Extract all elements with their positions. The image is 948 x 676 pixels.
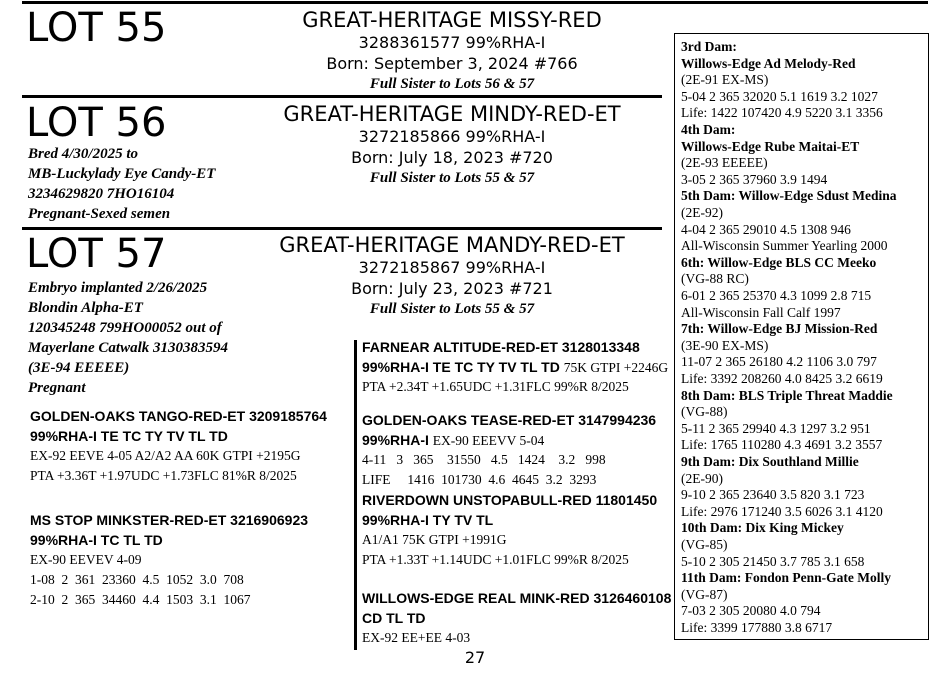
dam-heading: 9th Dam: Dix Southland Millie	[681, 454, 859, 469]
sire-detail: LIFE 1416 101730 4.6 4645 3.2 3293	[362, 472, 597, 487]
sire-heading: GOLDEN-OAKS TANGO-RED-ET 3209185764	[30, 408, 327, 424]
dam-detail: Life: 1765 110280 4.3 4691 3.2 3557	[681, 437, 883, 453]
dam-heading: Willows-Edge Rube Maitai-ET	[681, 138, 860, 154]
registration: 3288361577 99%RHA-I	[358, 33, 546, 52]
dam-detail: 9-10 2 365 23640 3.5 820 3.1 723	[681, 487, 865, 503]
lot-detail: (3E-94 EEEEE)	[28, 360, 130, 376]
lot-detail: Embryo implanted 2/26/2025	[28, 280, 208, 296]
sister-note: Full Sister to Lots 56 & 57	[369, 76, 535, 92]
sire-heading: RIVERDOWN UNSTOPABULL-RED 11801450	[362, 492, 658, 508]
dam-detail: Life: 3399 177880 3.8 6717	[681, 620, 833, 635]
dam-heading: 6th: Willow-Edge BLS CC Meeko	[681, 254, 877, 270]
pedigree-bar	[354, 340, 357, 650]
lot-divider	[22, 95, 662, 98]
sire-heading: 99%RHA-I TE TC TY TV TL TD	[30, 428, 228, 444]
dam-heading: Willows-Edge Ad Melody-Red	[681, 55, 856, 71]
dam-detail: (2E-90)	[681, 470, 723, 486]
lot-divider	[22, 227, 662, 230]
dam-detail: 7-03 2 305 20080 4.0 794	[681, 603, 821, 619]
sire-heading: 99%RHA-I TY TV TL	[362, 512, 494, 528]
dam-detail: 11-07 2 365 26180 4.2 1106 3.0 797	[681, 354, 877, 370]
animal-name: GREAT-HERITAGE MANDY-RED-ET	[279, 233, 625, 257]
dam-box	[674, 33, 929, 640]
top-rule	[22, 1, 928, 4]
dam-detail: Life: 3392 208260 4.0 8425 3.2 6619	[681, 371, 883, 386]
sire-detail: EX-90 EEEVV 5-04	[432, 433, 545, 448]
sire-heading: MS STOP MINKSTER-RED-ET 3216906923	[30, 512, 309, 528]
sire-heading: 99%RHA-I TC TL TD	[30, 532, 163, 548]
sire-detail: 2-10 2 365 34460 4.4 1503 3.1 1067	[30, 592, 251, 607]
dam-detail: (VG-87)	[681, 586, 728, 602]
lot-detail: Blondin Alpha-ET	[28, 300, 143, 316]
dam-detail: (2E-92)	[681, 205, 723, 220]
dam-detail: All-Wisconsin Summer Yearling 2000	[681, 238, 888, 254]
sire-heading: 99%RHA-I EX-90 EEEVV 5-04	[362, 432, 545, 448]
lot-detail: MB-Luckylady Eye Candy-ET	[28, 166, 216, 182]
dam-detail: (3E-90 EX-MS)	[681, 337, 769, 353]
lot-detail: 120345248 799HO00052 out of	[28, 320, 222, 336]
dam-detail: (VG-88 RC)	[681, 271, 749, 287]
dam-heading: 4th Dam:	[681, 122, 736, 137]
dam-detail: 5-11 2 365 29940 4.3 1297 3.2 951	[681, 420, 871, 436]
animal-name: GREAT-HERITAGE MISSY-RED	[302, 8, 602, 32]
dam-detail: (2E-93 EEEEE)	[681, 155, 768, 171]
dam-detail: 6-01 2 365 25370 4.3 1099 2.8 715	[681, 288, 872, 303]
dam-heading: 7th: Willow-Edge BJ Mission-Red	[681, 321, 878, 337]
sister-note: Full Sister to Lots 55 & 57	[369, 170, 535, 186]
lot-detail: Mayerlane Catwalk 3130383594	[28, 340, 229, 356]
lot-detail: Pregnant-Sexed semen	[28, 206, 171, 222]
sire-heading: GOLDEN-OAKS TEASE-RED-ET 3147994236	[362, 412, 657, 428]
lot-detail: Bred 4/30/2025 to	[28, 146, 139, 162]
lot-detail: 3234629820 7HO16104	[28, 186, 175, 202]
birth-date: Born: July 23, 2023 #721	[351, 279, 553, 298]
sire-detail: 75K GTPI +2246G	[563, 360, 669, 375]
dam-heading: 11th Dam: Fondon Penn-Gate Molly	[681, 570, 892, 586]
sire-detail: EX-92 EEVE 4-05 A2/A2 AA 60K GTPI +2195G	[30, 448, 301, 463]
sire-heading: FARNEAR ALTITUDE-RED-ET 3128013348	[362, 339, 640, 355]
sire-detail: A1/A1 75K GTPI +1991G	[362, 532, 507, 547]
dam-detail: (2E-91 EX-MS)	[681, 72, 769, 88]
sister-note: Full Sister to Lots 55 & 57	[369, 301, 535, 317]
dam-detail: 3-05 2 365 37960 3.9 1494	[681, 171, 828, 187]
dam-heading: 10th Dam: Dix King Mickey	[681, 520, 844, 536]
sire-detail: PTA +2.34T +1.65UDC +1.31FLC 99%R 8/2025	[362, 379, 629, 394]
sire-heading: CD TL TD	[362, 610, 426, 626]
registration: 3272185867 99%RHA-I	[358, 258, 546, 277]
dam-detail: (VG-85)	[681, 537, 728, 552]
lot-number: LOT 57	[26, 231, 167, 277]
dam-detail: (VG-88)	[681, 404, 728, 420]
dam-heading: 3rd Dam:	[681, 39, 737, 54]
sire-heading: 99%RHA-I TE TC TY TV TL TD 75K GTPI +224…	[362, 359, 669, 375]
dam-detail: 5-10 2 305 21450 3.7 785 3.1 658	[681, 553, 865, 569]
sire-detail: EX-92 EE+EE 4-03	[362, 630, 471, 645]
birth-date: Born: September 3, 2024 #766	[326, 54, 578, 73]
dam-detail: Life: 2976 171240 3.5 6026 3.1 4120	[681, 503, 883, 519]
sire-detail: EX-90 EEVEV 4-09	[30, 552, 142, 567]
sire-detail: 4-11 3 365 31550 4.5 1424 3.2 998	[362, 452, 606, 467]
registration: 3272185866 99%RHA-I	[358, 127, 546, 146]
sire-detail: 1-08 2 361 23360 4.5 1052 3.0 708	[30, 572, 244, 587]
sire-heading: WILLOWS-EDGE REAL MINK-RED 3126460108	[362, 590, 672, 606]
lot-number: LOT 55	[26, 5, 167, 51]
dam-heading: 8th Dam: BLS Triple Threat Maddie	[681, 387, 893, 403]
dam-detail: All-Wisconsin Fall Calf 1997	[681, 304, 841, 320]
birth-date: Born: July 18, 2023 #720	[351, 148, 553, 167]
sire-detail: PTA +1.33T +1.14UDC +1.01FLC 99%R 8/2025	[362, 552, 629, 567]
lot-detail: Pregnant	[28, 380, 86, 396]
sire-detail: PTA +3.36T +1.97UDC +1.73FLC 81%R 8/2025	[30, 468, 297, 483]
lot-number: LOT 56	[26, 100, 167, 146]
page-number: 27	[464, 648, 486, 667]
dam-detail: 4-04 2 365 29010 4.5 1308 946	[681, 221, 851, 237]
dam-detail: 5-04 2 365 32020 5.1 1619 3.2 1027	[681, 88, 878, 104]
dam-heading: 5th Dam: Willow-Edge Sdust Medina	[681, 188, 897, 204]
animal-name: GREAT-HERITAGE MINDY-RED-ET	[283, 102, 621, 126]
dam-detail: Life: 1422 107420 4.9 5220 3.1 3356	[681, 105, 883, 121]
